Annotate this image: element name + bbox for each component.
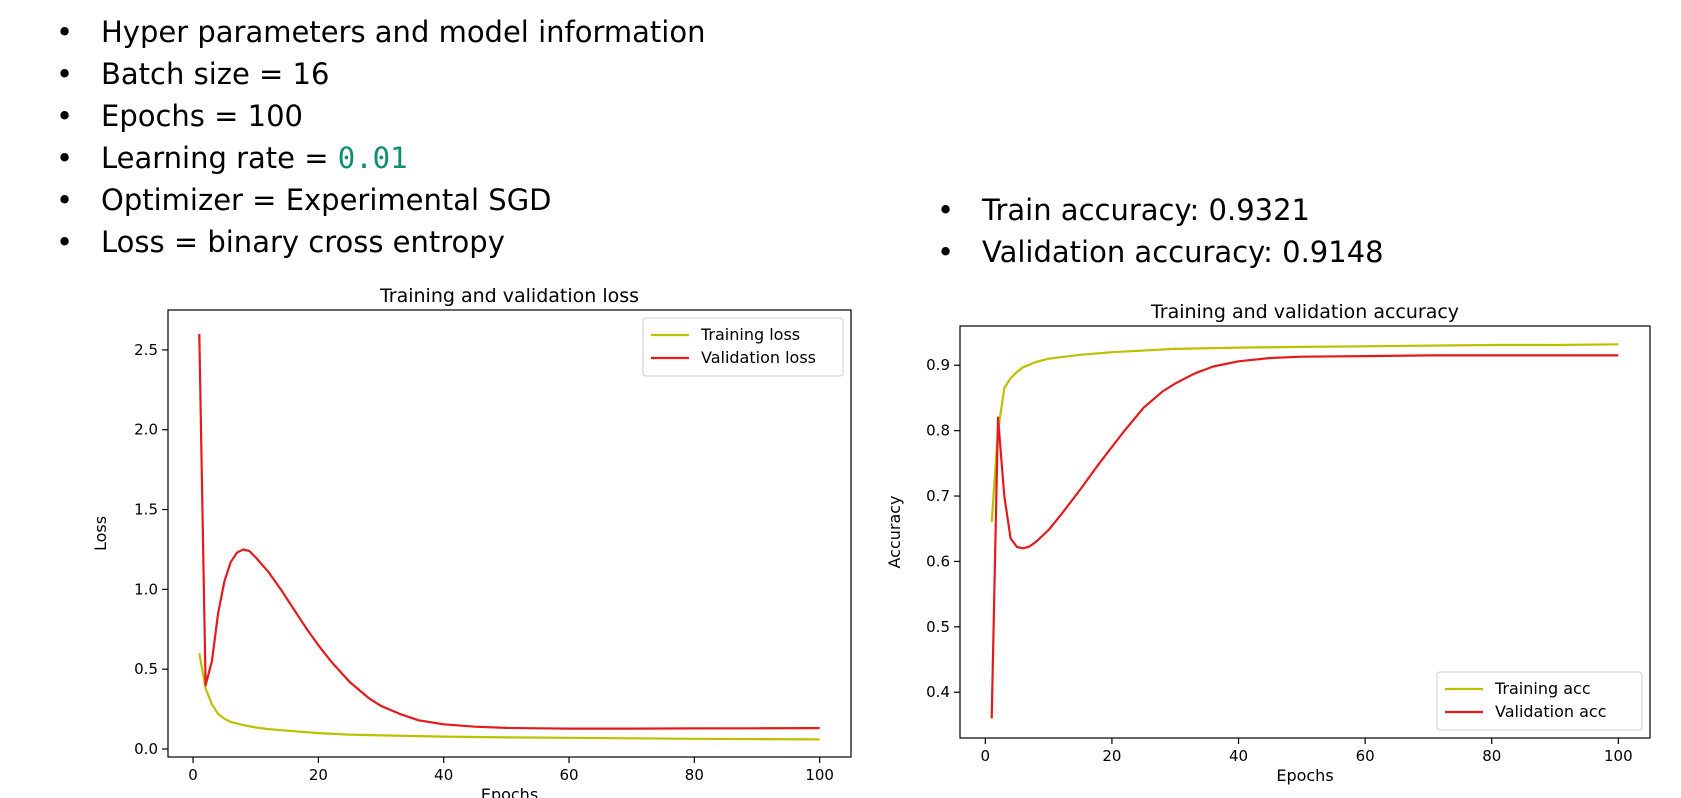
plot-frame	[959, 325, 1651, 739]
legend-label: Validation loss	[701, 348, 816, 367]
legend-label: Training loss	[700, 325, 800, 344]
y-tick-label: 0.7	[926, 487, 950, 505]
bullet-item: Hyper parameters and model information	[56, 11, 705, 53]
learning-rate-label: Learning rate =	[101, 141, 338, 175]
x-tick-label: 20	[1102, 747, 1121, 765]
x-tick-label: 40	[1229, 747, 1248, 765]
series-line	[990, 343, 1619, 523]
bullet-item: Train accuracy: 0.9321	[937, 189, 1384, 231]
y-tick-label: 1.0	[134, 580, 158, 598]
legend-label: Training acc	[1494, 679, 1591, 698]
bullet-item: Epochs = 100	[56, 95, 705, 137]
x-tick-label: 100	[805, 766, 834, 784]
y-tick-label: 0.5	[926, 618, 950, 636]
y-tick-label: 2.0	[134, 421, 158, 439]
bullet-item-learning-rate: Learning rate = 0.01	[56, 137, 705, 179]
bullet-item: Optimizer = Experimental SGD	[56, 179, 705, 221]
legend-box	[642, 317, 844, 377]
y-tick-label: 0.4	[926, 683, 950, 701]
series-line	[198, 333, 820, 730]
hyperparameter-list: Hyper parameters and model information B…	[56, 11, 705, 263]
y-tick-label: 1.5	[134, 501, 158, 519]
y-axis-label: Loss	[91, 516, 110, 551]
bullet-item: Batch size = 16	[56, 53, 705, 95]
y-tick-label: 0.9	[926, 356, 950, 374]
x-tick-label: 60	[1356, 747, 1375, 765]
x-tick-label: 0	[188, 766, 198, 784]
plot-frame	[167, 309, 852, 758]
legend-box	[1436, 671, 1643, 731]
x-tick-label: 0	[981, 747, 991, 765]
chart-title: Training and validation accuracy	[1150, 301, 1459, 323]
x-tick-label: 80	[685, 766, 704, 784]
legend-label: Validation acc	[1495, 702, 1607, 721]
x-tick-label: 80	[1482, 747, 1501, 765]
x-axis-label: Epochs	[481, 785, 538, 798]
bullet-item: Loss = binary cross entropy	[56, 221, 705, 263]
x-axis-label: Epochs	[1276, 766, 1333, 785]
y-tick-label: 0.8	[926, 422, 950, 440]
accuracy-chart: Training and validation accuracy 0 20 40 60 8…	[885, 301, 1651, 785]
chart-title: Training and validation loss	[379, 285, 639, 307]
series-line	[990, 354, 1619, 719]
y-tick-label: 0.6	[926, 552, 950, 570]
x-tick-label: 20	[309, 766, 328, 784]
accuracy-results-list: Train accuracy: 0.9321 Validation accura…	[937, 189, 1384, 273]
y-tick-label: 0.5	[134, 660, 158, 678]
x-tick-label: 40	[434, 766, 453, 784]
series-line	[198, 653, 820, 741]
learning-rate-value: 0.01	[337, 141, 408, 175]
x-tick-label: 60	[559, 766, 578, 784]
bullet-item: Validation accuracy: 0.9148	[937, 231, 1384, 273]
y-tick-label: 2.5	[134, 341, 158, 359]
x-tick-label: 100	[1604, 747, 1633, 765]
y-axis-label: Accuracy	[885, 495, 904, 568]
y-tick-label: 0.0	[134, 740, 158, 758]
loss-chart: Training and validation loss 0 20 40 60 80 100…	[91, 285, 852, 798]
